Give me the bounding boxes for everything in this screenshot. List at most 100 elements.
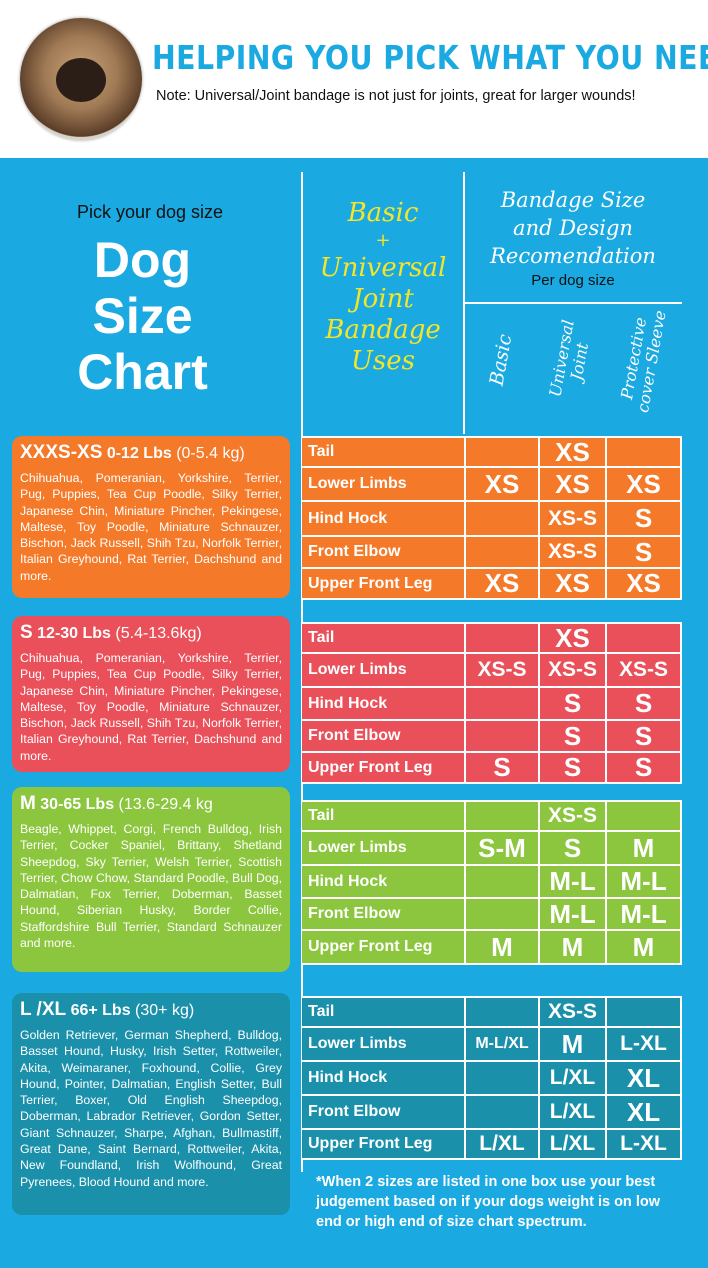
size-lbs: 66+ Lbs bbox=[70, 1002, 131, 1019]
body-area-label: Lower Limbs bbox=[308, 475, 407, 492]
size-group-box: L /XL 66+ Lbs (30+ kg) Golden Retriever, … bbox=[12, 993, 290, 1215]
body-area-label: Hind Hock bbox=[308, 872, 388, 890]
size-cell: M bbox=[605, 931, 682, 963]
size-cell: S bbox=[464, 752, 538, 782]
size-cell bbox=[464, 899, 538, 929]
size-lbs: 30-65 Lbs bbox=[40, 796, 115, 813]
table-row: Hind Hock L/XL XL bbox=[302, 1060, 682, 1094]
size-cell: M bbox=[538, 1028, 605, 1060]
size-cell bbox=[464, 438, 538, 466]
body-area-label: Upper Front Leg bbox=[308, 938, 433, 955]
body-area-label: Front Elbow bbox=[308, 543, 401, 560]
size-kg: (5.4-13.6kg) bbox=[115, 625, 202, 642]
size-cell: M bbox=[464, 931, 538, 963]
size-name: S bbox=[20, 622, 33, 643]
size-table: Tail XS-S Lower Limbs S-M S M Hind Hock M-L M-L F… bbox=[302, 800, 682, 965]
body-area-label: Lower Limbs bbox=[308, 1035, 407, 1052]
size-cell: XS bbox=[538, 437, 605, 467]
size-lbs: 0-12 Lbs bbox=[106, 445, 172, 462]
size-cell: S bbox=[605, 502, 682, 535]
table-row: Hind Hock M-L M-L bbox=[302, 864, 682, 897]
body-area-label: Tail bbox=[308, 443, 335, 460]
body-area-label: Tail bbox=[308, 1003, 335, 1020]
table-row: Front Elbow M-L M-L bbox=[302, 897, 682, 929]
size-cell: M-L bbox=[538, 866, 605, 897]
title-line: Dog bbox=[93, 232, 192, 288]
table-row: Upper Front Leg L/XL L/XL L-XL bbox=[302, 1128, 682, 1160]
rec-line: and Design bbox=[513, 216, 633, 240]
size-cell: XS bbox=[464, 568, 538, 598]
rec-line: Recomendation bbox=[490, 244, 656, 268]
size-table: Tail XS-S Lower Limbs M-L/XL M L-XL Hind Hock L… bbox=[302, 996, 682, 1160]
size-heading: XXXS-XS 0-12 Lbs (0-5.4 kg) bbox=[20, 442, 282, 464]
size-cell: XS-S bbox=[538, 502, 605, 535]
body-area-label: Lower Limbs bbox=[308, 839, 407, 856]
breed-list: Golden Retriever, German Shepherd, Bulld… bbox=[20, 1028, 282, 1189]
size-cell: S bbox=[538, 688, 605, 719]
size-cell: XS-S bbox=[605, 654, 682, 686]
size-cell: S bbox=[605, 688, 682, 719]
body-area-label: Hind Hock bbox=[308, 509, 388, 527]
size-cell: XS-S bbox=[464, 654, 538, 686]
table-row: Front Elbow XS-S S bbox=[302, 535, 682, 567]
size-cell: S-M bbox=[464, 832, 538, 864]
body-area-label: Hind Hock bbox=[308, 1069, 388, 1086]
size-cell: XS bbox=[605, 468, 682, 500]
table-row: Lower Limbs XS-S XS-S XS-S bbox=[302, 652, 682, 686]
size-cell bbox=[605, 624, 682, 652]
breed-list: Chihuahua, Pomeranian, Yorkshire, Terrie… bbox=[20, 471, 282, 583]
size-cell: L/XL bbox=[464, 1130, 538, 1158]
size-cell bbox=[605, 802, 682, 830]
size-cell bbox=[464, 721, 538, 751]
table-row: Lower Limbs XS XS XS bbox=[302, 466, 682, 500]
size-group-box: XXXS-XS 0-12 Lbs (0-5.4 kg) Chihuahua, Po… bbox=[12, 436, 290, 598]
breed-list: Beagle, Whippet, Corgi, French Bulldog, … bbox=[20, 822, 282, 951]
uses-line: Uses bbox=[351, 346, 415, 376]
pick-size-label: Pick your dog size bbox=[76, 202, 224, 222]
size-cell: M-L/XL bbox=[464, 1028, 538, 1060]
table-row: Upper Front Leg XS XS XS bbox=[302, 567, 682, 600]
table-row: Front Elbow L/XL XL bbox=[302, 1094, 682, 1128]
body-area-label: Upper Front Leg bbox=[308, 758, 433, 776]
size-kg: (0-5.4 kg) bbox=[176, 445, 245, 462]
size-cell: L/XL bbox=[538, 1062, 605, 1094]
size-cell bbox=[464, 624, 538, 652]
table-row: Lower Limbs M-L/XL M L-XL bbox=[302, 1026, 682, 1060]
table-row: Hind Hock XS-S S bbox=[302, 500, 682, 535]
uses-line: Universal bbox=[319, 253, 447, 283]
size-cell: M-L bbox=[605, 899, 682, 929]
size-cell: M bbox=[605, 832, 682, 864]
size-cell: XL bbox=[605, 1096, 682, 1128]
size-cell bbox=[464, 1062, 538, 1094]
size-cell: XS bbox=[538, 568, 605, 598]
pug-photo bbox=[20, 18, 142, 140]
uses-line: + bbox=[375, 230, 391, 251]
table-row: Tail XS-S bbox=[302, 800, 682, 830]
table-row: Front Elbow S S bbox=[302, 719, 682, 751]
title-line: Chart bbox=[77, 344, 208, 400]
size-cell bbox=[464, 502, 538, 535]
size-cell: XS-S bbox=[538, 802, 605, 830]
table-row: Tail XS bbox=[302, 622, 682, 653]
recommendation-heading: Bandage Size and Design Recomendation bbox=[464, 186, 682, 270]
size-cell bbox=[464, 802, 538, 830]
size-cell: M-L bbox=[538, 899, 605, 929]
size-lbs: 12-30 Lbs bbox=[37, 625, 111, 642]
body-area-label: Lower Limbs bbox=[308, 661, 407, 678]
size-name: L /XL bbox=[20, 999, 67, 1020]
header-title: HELPING YOU PICK WHAT YOU NEED bbox=[152, 38, 708, 77]
size-cell: XS bbox=[538, 468, 605, 500]
body-area-label: Front Elbow bbox=[308, 727, 401, 744]
table-row: Tail XS-S bbox=[302, 996, 682, 1026]
size-heading: M 30-65 Lbs (13.6-29.4 kg bbox=[20, 793, 282, 815]
body-area-label: Upper Front Leg bbox=[308, 1135, 433, 1152]
size-cell: S bbox=[605, 752, 682, 782]
size-name: M bbox=[20, 793, 36, 814]
per-dog-size: Per dog size bbox=[531, 272, 615, 289]
header: HELPING YOU PICK WHAT YOU NEED Note: Uni… bbox=[0, 0, 708, 158]
body-area-label: Front Elbow bbox=[308, 905, 401, 922]
size-cell: L/XL bbox=[538, 1096, 605, 1128]
size-cell: L/XL bbox=[538, 1130, 605, 1158]
size-cell bbox=[464, 866, 538, 897]
size-heading: S 12-30 Lbs (5.4-13.6kg) bbox=[20, 622, 282, 644]
